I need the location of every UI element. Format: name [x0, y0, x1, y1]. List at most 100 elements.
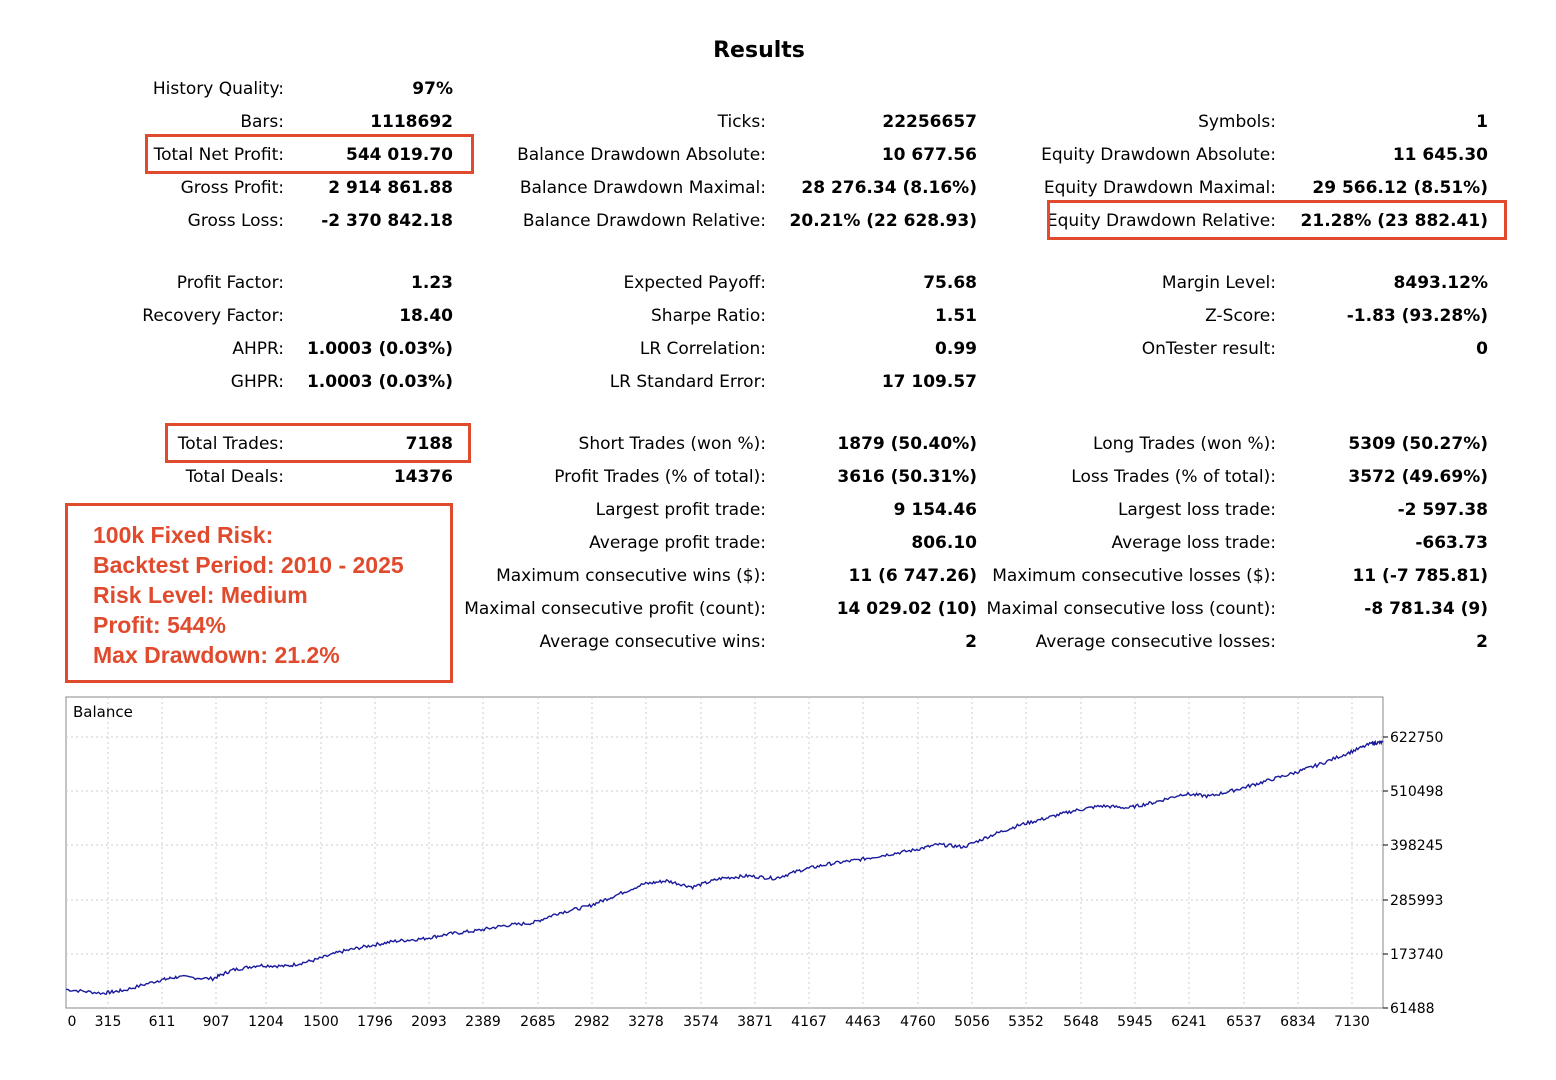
highlight-total-net-profit	[145, 134, 474, 174]
chart-grid	[66, 697, 1383, 1008]
bars-label: Bars:	[240, 112, 284, 132]
symbols-value: 1	[1476, 112, 1488, 132]
x-tick-label: 3871	[737, 1014, 773, 1030]
x-tick-label: 3278	[628, 1014, 664, 1030]
x-tick-label: 1500	[303, 1014, 339, 1030]
lr-correlation-value: 0.99	[935, 339, 977, 359]
x-tick-label: 315	[95, 1014, 122, 1030]
maximal-consecutive-loss-count-value: -8 781.34 (9)	[1364, 599, 1488, 619]
loss-trades-of-total-label: Loss Trades (% of total):	[1071, 467, 1276, 487]
expected-payoff-label: Expected Payoff:	[623, 273, 766, 293]
balance-drawdown-maximal-label: Balance Drawdown Maximal:	[519, 178, 766, 198]
equity-drawdown-maximal-value: 29 566.12 (8.51%)	[1312, 178, 1488, 198]
x-tick-label: 7130	[1334, 1014, 1370, 1030]
equity-drawdown-maximal-label: Equity Drawdown Maximal:	[1043, 178, 1276, 198]
note-line-period: Backtest Period: 2010 - 2025	[93, 552, 404, 578]
x-tick-label: 3574	[683, 1014, 719, 1030]
x-tick-label: 2389	[465, 1014, 501, 1030]
y-tick-label: 61488	[1390, 1001, 1435, 1017]
x-tick-label: 4463	[845, 1014, 881, 1030]
balance-drawdown-relative-value: 20.21% (22 628.93)	[789, 211, 977, 231]
lr-standard-error-value: 17 109.57	[881, 372, 977, 392]
profit-factor-label: Profit Factor:	[176, 273, 284, 293]
ahpr-value: 1.0003 (0.03%)	[306, 339, 453, 359]
total-deals-value: 14376	[393, 467, 453, 487]
y-tick-label: 398245	[1390, 838, 1443, 854]
equity-drawdown-relative-value: 21.28% (23 882.41)	[1300, 211, 1488, 231]
ghpr-value: 1.0003 (0.03%)	[306, 372, 453, 392]
total-net-profit-label: Total Net Profit:	[153, 145, 284, 165]
bars-value: 1118692	[370, 112, 453, 132]
total-trades-value: 7188	[405, 434, 453, 454]
note-line-drawdown: Max Drawdown: 21.2%	[93, 642, 340, 668]
profit-trades-of-total-label: Profit Trades (% of total):	[554, 467, 766, 487]
equity-drawdown-relative-label: Equity Drawdown Relative:	[1046, 211, 1276, 231]
gross-loss-label: Gross Loss:	[187, 211, 284, 231]
average-consecutive-losses-value: 2	[1476, 632, 1488, 652]
average-consecutive-losses-label: Average consecutive losses:	[1035, 632, 1276, 652]
chart-frame	[65, 696, 1384, 1009]
gross-profit-value: 2 914 861.88	[328, 178, 453, 198]
equity-drawdown-absolute-label: Equity Drawdown Absolute:	[1041, 145, 1276, 165]
x-tick-label: 2982	[574, 1014, 610, 1030]
average-profit-trade-label: Average profit trade:	[589, 533, 766, 553]
long-trades-won-label: Long Trades (won %):	[1093, 434, 1276, 454]
sharpe-ratio-value: 1.51	[935, 306, 977, 326]
note-line-level: Risk Level: Medium	[93, 582, 308, 608]
maximal-consecutive-profit-count-value: 14 029.02 (10)	[836, 599, 977, 619]
x-tick-label: 907	[203, 1014, 230, 1030]
largest-profit-trade-value: 9 154.46	[893, 500, 977, 520]
lr-standard-error-label: LR Standard Error:	[609, 372, 766, 392]
equity-drawdown-absolute-value: 11 645.30	[1392, 145, 1488, 165]
expected-payoff-value: 75.68	[923, 273, 977, 293]
ticks-value: 22256657	[882, 112, 977, 132]
loss-trades-of-total-value: 3572 (49.69%)	[1348, 467, 1488, 487]
x-tick-label: 6241	[1171, 1014, 1207, 1030]
x-tick-label: 611	[149, 1014, 176, 1030]
ghpr-label: GHPR:	[230, 372, 284, 392]
maximum-consecutive-wins-value: 11 (6 747.26)	[848, 566, 977, 586]
balance-drawdown-maximal-value: 28 276.34 (8.16%)	[801, 178, 977, 198]
margin-level-value: 8493.12%	[1393, 273, 1488, 293]
x-tick-label: 1204	[248, 1014, 284, 1030]
gross-loss-value: -2 370 842.18	[321, 211, 453, 231]
x-tick-label: 2093	[411, 1014, 447, 1030]
x-tick-label: 0	[68, 1014, 77, 1030]
total-net-profit-value: 544 019.70	[345, 145, 453, 165]
y-axis-ticks: 622750 510498 398245 285993 173740 61488	[1383, 730, 1443, 1017]
y-tick-label: 173740	[1390, 947, 1443, 963]
maximal-consecutive-loss-count-label: Maximal consecutive loss (count):	[986, 599, 1276, 619]
chart-title: Balance	[73, 703, 133, 721]
x-tick-label: 5056	[954, 1014, 990, 1030]
short-trades-won-label: Short Trades (won %):	[578, 434, 766, 454]
z-score-label: Z-Score:	[1205, 306, 1276, 326]
y-tick-label: 622750	[1390, 730, 1443, 746]
total-trades-label: Total Trades:	[177, 434, 284, 454]
x-tick-label: 6537	[1226, 1014, 1262, 1030]
highlight-equity-drawdown-relative	[1047, 200, 1507, 240]
average-profit-trade-value: 806.10	[911, 533, 977, 553]
x-tick-label: 5352	[1008, 1014, 1044, 1030]
summary-note: 100k Fixed Risk: Backtest Period: 2010 -…	[65, 503, 453, 683]
maximum-consecutive-losses-value: 11 (-7 785.81)	[1352, 566, 1488, 586]
largest-profit-trade-label: Largest profit trade:	[595, 500, 766, 520]
x-tick-label: 1796	[357, 1014, 393, 1030]
lr-correlation-label: LR Correlation:	[639, 339, 766, 359]
y-tick-label: 285993	[1390, 893, 1443, 909]
x-axis-ticks: 0 315 611 907 1204 1500 1796 2093 2389 2685 2982 32…	[68, 1014, 1370, 1030]
maximum-consecutive-wins-label: Maximum consecutive wins ($):	[496, 566, 766, 586]
balance-drawdown-absolute-label: Balance Drawdown Absolute:	[517, 145, 766, 165]
history-quality-label: History Quality:	[152, 79, 284, 99]
profit-factor-value: 1.23	[411, 273, 453, 293]
recovery-factor-value: 18.40	[399, 306, 453, 326]
average-loss-trade-value: -663.73	[1415, 533, 1488, 553]
page-title: Results	[713, 38, 805, 63]
ahpr-label: AHPR:	[232, 339, 284, 359]
maximal-consecutive-profit-count-label: Maximal consecutive profit (count):	[464, 599, 766, 619]
largest-loss-trade-label: Largest loss trade:	[1117, 500, 1276, 520]
x-tick-label: 2685	[520, 1014, 556, 1030]
sharpe-ratio-label: Sharpe Ratio:	[651, 306, 766, 326]
short-trades-won-value: 1879 (50.40%)	[837, 434, 977, 454]
ontester-result-label: OnTester result:	[1141, 339, 1276, 359]
